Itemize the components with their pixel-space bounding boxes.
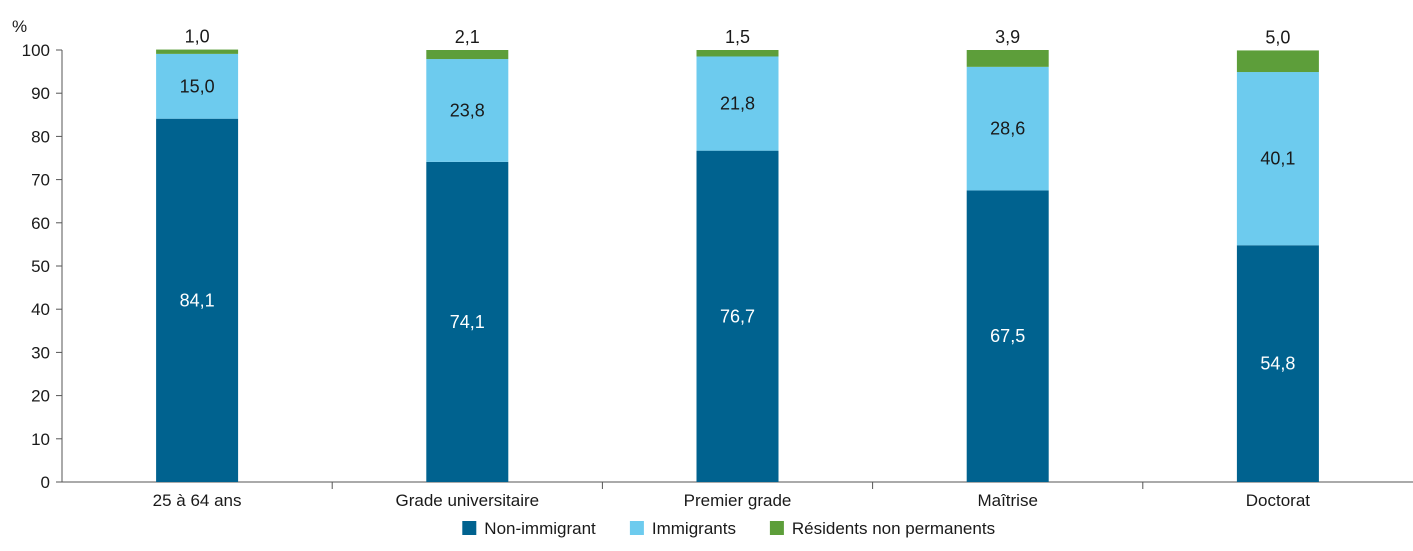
x-tick-label: Grade universitaire — [395, 491, 539, 510]
x-tick-label: Premier grade — [684, 491, 792, 510]
bar-segment — [966, 50, 1049, 67]
legend: Non-immigrant Immigrants Résidents non per… — [462, 519, 995, 538]
legend-item: Immigrants — [629, 519, 736, 538]
y-tick-label: 20 — [31, 387, 50, 406]
data-label: 74,1 — [450, 312, 485, 332]
data-label: 76,7 — [720, 306, 755, 326]
y-axis-unit-label: % — [12, 17, 27, 36]
data-label: 67,5 — [990, 326, 1025, 346]
data-label: 1,5 — [725, 27, 750, 47]
bar-segment — [426, 50, 509, 60]
legend-label: Résidents non permanents — [792, 519, 995, 538]
bar-segment — [696, 56, 779, 151]
bar-segment — [1236, 245, 1319, 482]
data-label: 84,1 — [180, 290, 215, 310]
data-label: 1,0 — [185, 27, 210, 47]
bar-stack: 67,5 28,6 3,9 — [966, 27, 1049, 482]
bar-segment — [426, 161, 509, 482]
y-tick-label: 0 — [41, 473, 50, 492]
data-label: 3,9 — [995, 27, 1020, 47]
bar-segment — [156, 49, 239, 54]
bar-segment — [156, 53, 239, 119]
data-label: 5,0 — [1265, 27, 1290, 47]
bar-stack: 84,1 15,0 1,0 — [156, 27, 239, 483]
data-label: 40,1 — [1260, 149, 1295, 169]
bar-segment — [156, 118, 239, 483]
x-axis: 25 à 64 ans Grade universitaire Premier gr… — [62, 481, 1413, 510]
y-tick-label: 70 — [31, 171, 50, 190]
y-tick-label: 60 — [31, 214, 50, 233]
bar-stack: 74,1 23,8 2,1 — [426, 27, 509, 482]
bar-segment — [1236, 72, 1319, 246]
y-axis: 0 10 20 30 40 50 60 70 80 90 100 — [22, 41, 63, 492]
bar-segment — [426, 59, 509, 162]
bars-group: 84,1 15,0 1,0 74,1 23,8 2,1 76,7 21,8 1,5 67,5 28,… — [156, 27, 1319, 483]
legend-item: Non-immigrant — [462, 519, 596, 538]
bar-segment — [966, 66, 1049, 191]
x-tick-label: Maîtrise — [977, 491, 1037, 510]
data-label: 21,8 — [720, 94, 755, 114]
bar-segment — [966, 190, 1049, 482]
legend-label: Non-immigrant — [484, 519, 596, 538]
legend-swatch — [629, 521, 644, 535]
legend-item: Résidents non permanents — [769, 519, 995, 538]
legend-label: Immigrants — [652, 519, 736, 538]
data-label: 54,8 — [1260, 354, 1295, 374]
legend-swatch — [769, 521, 784, 535]
data-label: 28,6 — [990, 119, 1025, 139]
y-tick-label: 10 — [31, 430, 50, 449]
y-tick-label: 30 — [31, 343, 50, 362]
y-tick-label: 90 — [31, 84, 50, 103]
bar-segment — [696, 50, 779, 57]
x-tick-label: 25 à 64 ans — [153, 491, 242, 510]
bar-segment — [696, 150, 779, 482]
bar-stack: 54,8 40,1 5,0 — [1236, 27, 1319, 482]
y-tick-label: 100 — [22, 41, 50, 60]
legend-swatch — [462, 521, 477, 535]
bar-stack: 76,7 21,8 1,5 — [696, 27, 779, 482]
y-tick-label: 80 — [31, 127, 50, 146]
y-tick-label: 40 — [31, 300, 50, 319]
data-label: 2,1 — [455, 27, 480, 47]
data-label: 15,0 — [180, 76, 215, 96]
bar-segment — [1236, 50, 1319, 73]
y-tick-label: 50 — [31, 257, 50, 276]
x-tick-label: Doctorat — [1246, 491, 1311, 510]
data-label: 23,8 — [450, 100, 485, 120]
